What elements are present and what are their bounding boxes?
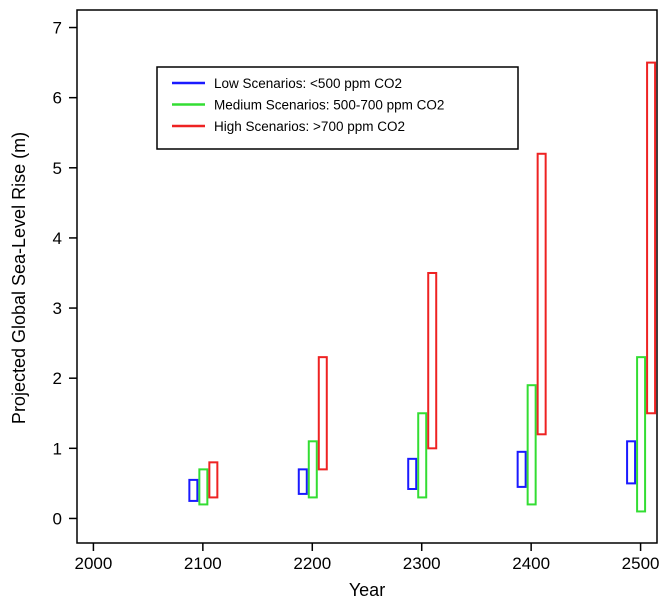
- x-axis-title: Year: [349, 580, 385, 600]
- x-tick-label: 2500: [622, 554, 660, 573]
- y-tick-label: 1: [53, 439, 62, 458]
- y-axis-title: Projected Global Sea-Level Rise (m): [9, 132, 29, 424]
- x-tick-label: 2400: [512, 554, 550, 573]
- low-range-bar: [297, 468, 308, 495]
- y-tick-label: 4: [53, 229, 62, 248]
- high-range-bar: [646, 61, 657, 415]
- low-range-bar: [188, 478, 199, 502]
- high-range-bar: [317, 356, 328, 471]
- range-bars: [188, 61, 657, 513]
- low-legend-label: Low Scenarios: <500 ppm CO2: [214, 76, 402, 91]
- y-tick-label: 0: [53, 509, 62, 528]
- x-tick-label: 2100: [184, 554, 222, 573]
- y-tick-label: 7: [53, 19, 62, 38]
- high-range-bar: [536, 152, 547, 436]
- medium-range-bar: [526, 384, 537, 506]
- y-tick-label: 2: [53, 369, 62, 388]
- low-range-bar: [516, 450, 527, 488]
- medium-legend-label: Medium Scenarios: 500-700 ppm CO2: [214, 98, 444, 113]
- medium-range-bar: [417, 412, 428, 499]
- legend: Low Scenarios: <500 ppm CO2 Medium Scenar…: [156, 66, 519, 150]
- plot-frame: [76, 9, 658, 544]
- legend-box: [156, 66, 519, 150]
- low-range-bar: [407, 457, 418, 490]
- medium-range-bar: [198, 468, 209, 506]
- low-range-bar: [626, 440, 637, 485]
- high-range-bar: [427, 271, 438, 450]
- medium-range-bar: [636, 356, 647, 513]
- y-axis: 0 1 2 3 4 5 6 7: [53, 19, 77, 528]
- x-axis: 2000 2100 2200 2300 2400 2500: [75, 543, 660, 573]
- x-tick-label: 2300: [403, 554, 441, 573]
- x-tick-label: 2000: [75, 554, 113, 573]
- medium-range-bar: [307, 440, 318, 499]
- y-tick-label: 5: [53, 159, 62, 178]
- x-tick-label: 2200: [293, 554, 331, 573]
- high-range-bar: [208, 461, 219, 499]
- y-tick-label: 3: [53, 299, 62, 318]
- high-legend-label: High Scenarios: >700 ppm CO2: [214, 119, 405, 134]
- y-tick-label: 6: [53, 89, 62, 108]
